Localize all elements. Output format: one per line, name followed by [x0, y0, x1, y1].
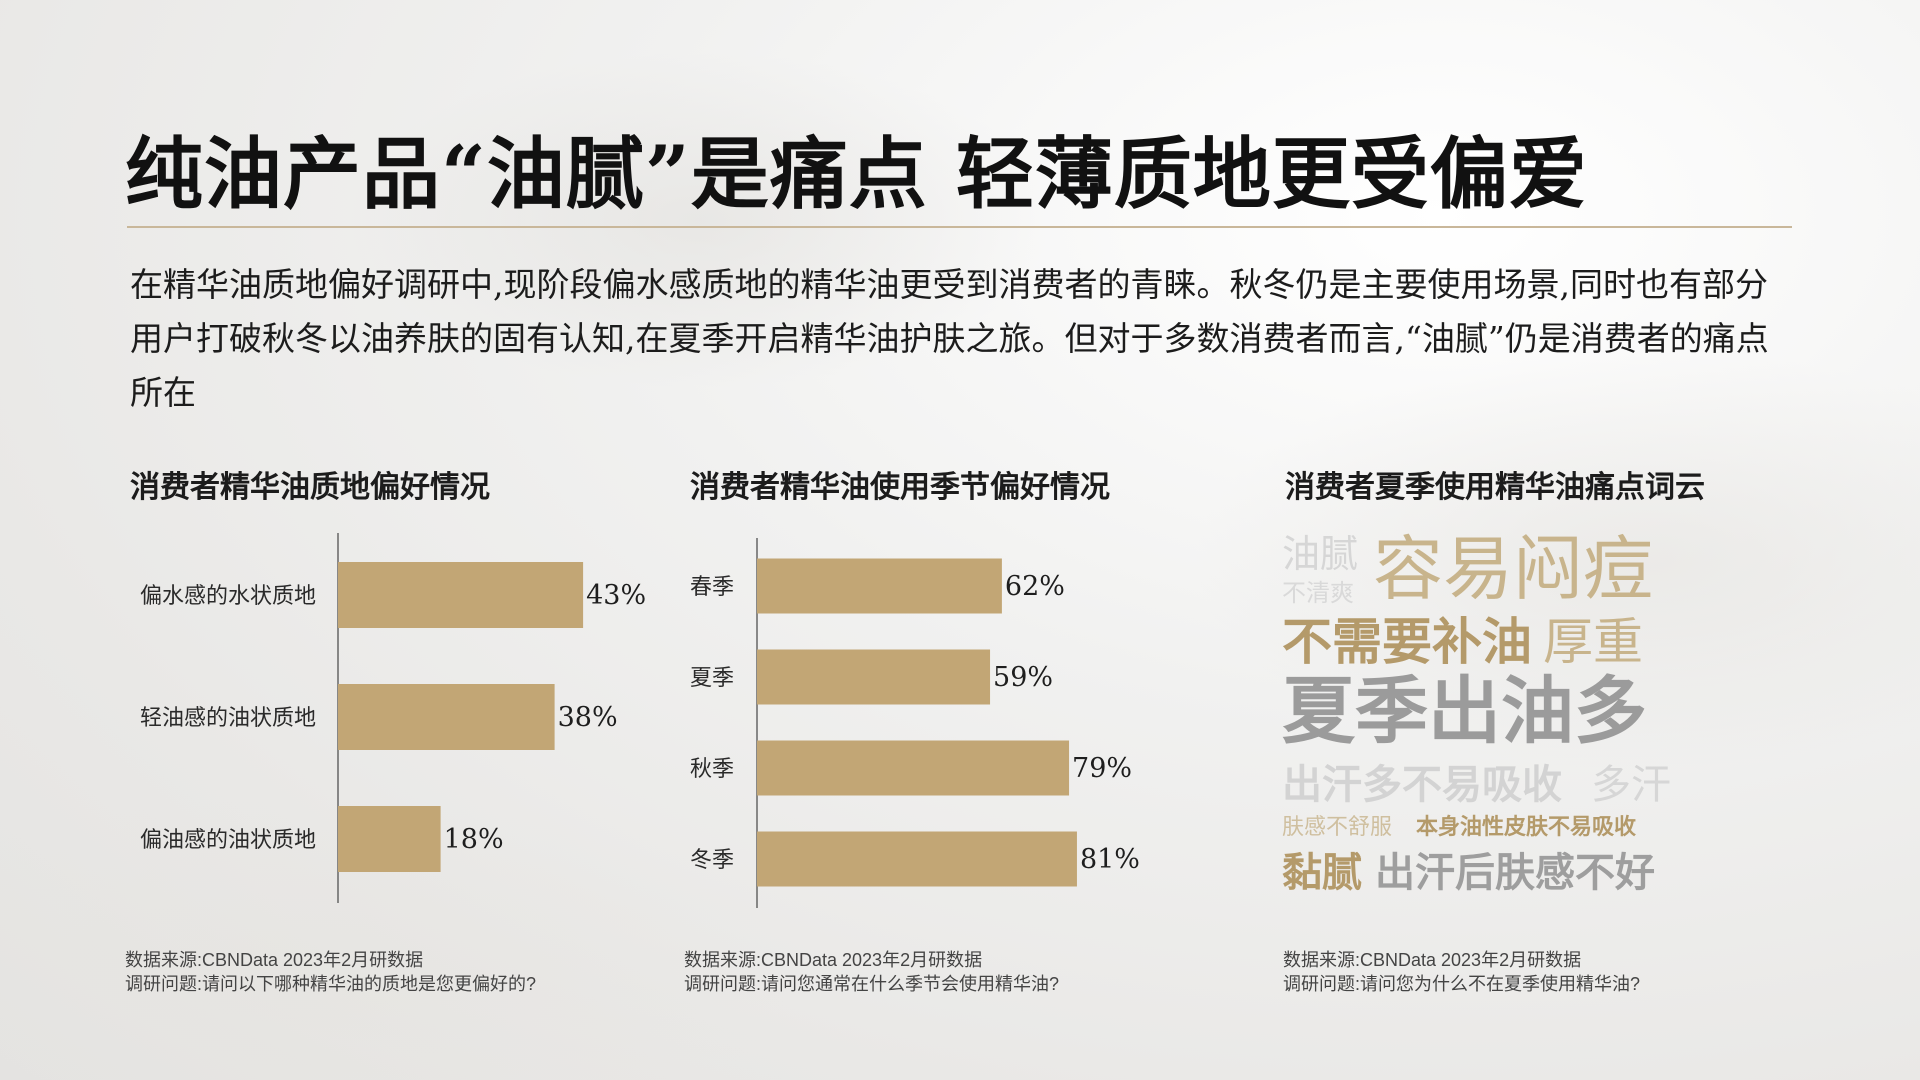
category-label-1: 轻油感的油状质地 — [140, 706, 316, 731]
texture-preference-chart: 偏水感的水状质地 43% 轻油感的油状质地 38% 偏油感的油状质地 18% — [140, 533, 646, 903]
texture-chart-source: 数据来源:CBNData 2023年2月研数据 — [125, 950, 424, 970]
season-chart-title: 消费者精华油使用季节偏好情况 — [690, 470, 1110, 505]
word-xiaji-chuyou-duo: 夏季出油多 — [1282, 669, 1647, 754]
wordcloud-title: 消费者夏季使用精华油痛点词云 — [1285, 470, 1705, 505]
word-chuhan-duo-buyi-xishou: 出汗多不易吸收 — [1282, 762, 1562, 808]
texture-chart-question: 调研问题:请问以下哪种精华油的质地是您更偏好的? — [125, 974, 537, 994]
bar-1 — [338, 684, 555, 750]
wordcloud-notes: 数据来源:CBNData 2023年2月研数据 调研问题:请问您为什么不在夏季使… — [1283, 948, 1640, 996]
bar-1 — [757, 649, 991, 705]
intro-paragraph: 在精华油质地偏好调研中,现阶段偏水感质地的精华油更受到消费者的青睐。秋冬仍是主要… — [130, 265, 1769, 412]
word-benshen-youxing-pifu: 本身油性皮肤不易吸收 — [1416, 815, 1637, 840]
season-chart-question: 调研问题:请问您通常在什么季节会使用精华油? — [684, 974, 1060, 994]
word-duohan: 多汗 — [1591, 762, 1671, 808]
category-label-0: 偏水感的水状质地 — [140, 584, 316, 609]
category-label-1: 夏季 — [690, 666, 734, 691]
wordcloud-question: 调研问题:请问您为什么不在夏季使用精华油? — [1283, 974, 1641, 994]
season-preference-chart: 春季 62% 夏季 59% 秋季 79% 冬季 81% — [690, 538, 1140, 908]
word-youni: 油腻 — [1282, 532, 1359, 576]
value-label-2: 79% — [1072, 753, 1132, 784]
category-label-2: 偏油感的油状质地 — [140, 828, 316, 853]
value-label-3: 81% — [1080, 844, 1140, 875]
season-chart-notes: 数据来源:CBNData 2023年2月研数据 调研问题:请问您通常在什么季节会… — [684, 948, 1059, 996]
value-label-0: 43% — [586, 580, 646, 611]
bar-0 — [338, 562, 584, 628]
word-rongyi-mendou: 容易闷痘 — [1373, 528, 1653, 610]
bar-2 — [757, 740, 1070, 796]
word-nieni: 黏腻 — [1282, 850, 1362, 896]
category-label-0: 春季 — [690, 575, 734, 600]
wordcloud-source: 数据来源:CBNData 2023年2月研数据 — [1283, 950, 1582, 970]
word-fugan-bushufu: 肤感不舒服 — [1282, 815, 1393, 840]
word-chuhan-hou-fugan-buhao: 出汗后肤感不好 — [1375, 850, 1655, 896]
pain-point-wordcloud: 油腻 不清爽 容易闷痘 不需要补油 厚重 夏季出油多 出汗多不易吸收 多汗 肤感… — [1275, 525, 1695, 905]
category-label-2: 秋季 — [690, 757, 734, 782]
page-title: 纯油产品“油腻”是痛点 轻薄质地更受偏爱 — [125, 129, 1588, 220]
category-label-3: 冬季 — [690, 848, 734, 873]
value-label-1: 38% — [558, 702, 618, 733]
bar-3 — [757, 831, 1077, 887]
bar-0 — [757, 558, 1002, 614]
value-label-2: 18% — [444, 824, 504, 855]
value-label-1: 59% — [993, 662, 1053, 693]
season-chart-source: 数据来源:CBNData 2023年2月研数据 — [684, 950, 983, 970]
value-label-0: 62% — [1005, 571, 1065, 602]
word-houzhong: 厚重 — [1543, 613, 1643, 671]
word-bu-xuyao-buyou: 不需要补油 — [1282, 613, 1532, 671]
bar-2 — [338, 806, 441, 872]
texture-chart-notes: 数据来源:CBNData 2023年2月研数据 调研问题:请问以下哪种精华油的质… — [125, 948, 536, 996]
word-buqingshuang: 不清爽 — [1282, 579, 1354, 607]
title-divider — [127, 226, 1792, 228]
texture-chart-title: 消费者精华油质地偏好情况 — [130, 470, 490, 505]
